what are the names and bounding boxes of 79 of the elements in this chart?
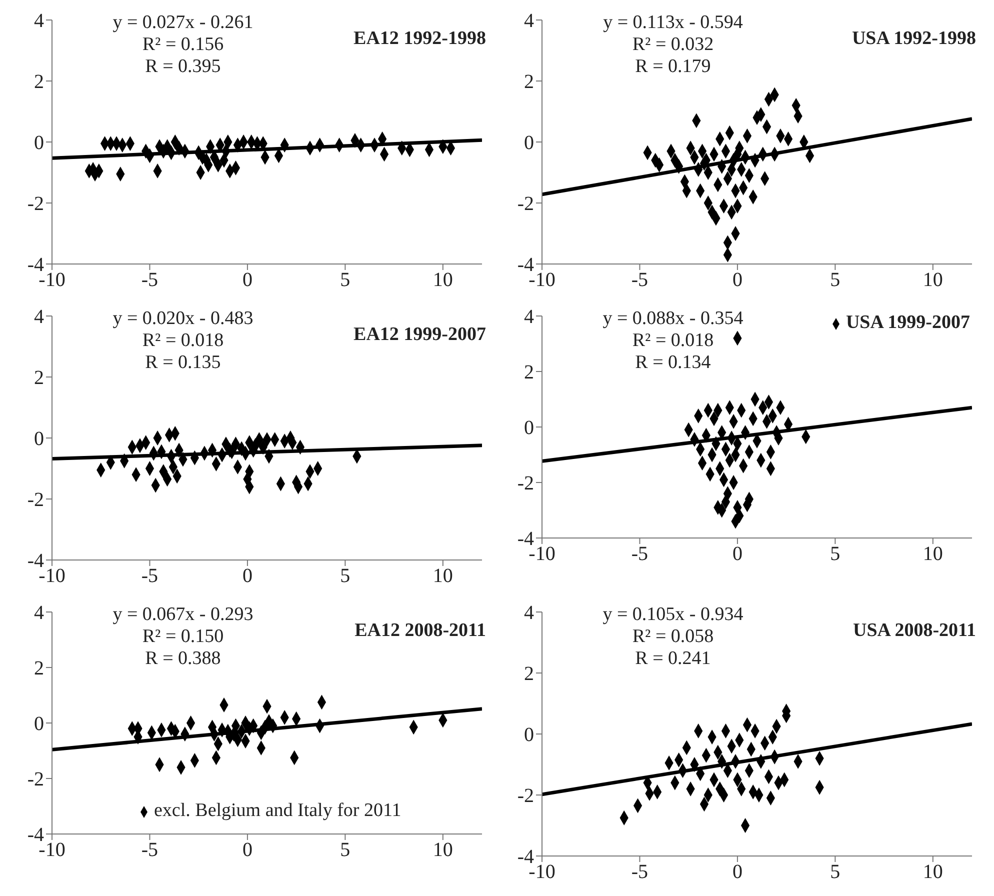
legend-label: excl. Belgium and Italy for 2011 — [154, 800, 402, 821]
x-tick-label: 10 — [432, 839, 453, 862]
y-tick-label: 4 — [34, 306, 44, 328]
x-tick-label: -5 — [631, 269, 648, 292]
x-tick-label: 5 — [340, 839, 350, 862]
y-tick-label: -2 — [27, 193, 44, 216]
y-tick-label: 2 — [34, 71, 44, 94]
y-tick-label: 2 — [524, 663, 534, 686]
y-tick-label: -4 — [27, 254, 44, 276]
x-tick-label: 5 — [830, 269, 840, 292]
annotation: y = 0.020x - 0.483 — [112, 308, 254, 330]
annotation: R = 0.135 — [144, 352, 222, 374]
y-tick-label: 2 — [34, 367, 44, 390]
x-tick-label: 5 — [340, 565, 350, 588]
y-tick-label: 0 — [34, 713, 44, 736]
y-tick-label: 4 — [34, 10, 44, 32]
chart-title: EA12 2008-2011 — [354, 620, 486, 642]
annotation: R² = 0.018 — [141, 330, 225, 352]
y-tick-label: -2 — [517, 785, 534, 808]
annotation: R = 0.241 — [634, 648, 712, 670]
y-tick-label: 0 — [524, 724, 534, 746]
y-tick-label: 2 — [34, 658, 44, 680]
chart-title: EA12 1999-2007 — [354, 324, 486, 346]
y-tick-label: 2 — [524, 71, 534, 94]
y-tick-label: -4 — [27, 824, 44, 846]
y-tick-label: 4 — [34, 602, 44, 624]
annotation: R = 0.134 — [634, 352, 712, 374]
annotation: R = 0.179 — [634, 56, 712, 78]
annotation: R² = 0.150 — [141, 626, 225, 648]
x-tick-label: 10 — [922, 269, 943, 292]
annotation: R = 0.395 — [144, 56, 222, 78]
y-tick-label: -4 — [517, 528, 534, 550]
x-tick-label: 0 — [242, 565, 252, 588]
x-tick-label: -5 — [141, 269, 158, 292]
x-tick-label: 5 — [340, 269, 350, 292]
x-tick-label: 10 — [432, 565, 453, 588]
x-tick-label: 10 — [432, 269, 453, 292]
y-tick-label: -2 — [517, 193, 534, 216]
y-tick-label: 4 — [524, 306, 534, 328]
x-tick-label: 0 — [732, 269, 742, 292]
annotation: R² = 0.032 — [631, 34, 715, 56]
y-tick-label: 4 — [524, 602, 534, 624]
annotation: R = 0.388 — [144, 648, 222, 670]
x-tick-label: 10 — [922, 543, 943, 566]
annotation: y = 0.027x - 0.261 — [112, 12, 254, 34]
y-tick-label: -4 — [27, 550, 44, 572]
x-tick-label: 5 — [830, 543, 840, 566]
chart-title: USA 1992-1998 — [852, 28, 976, 50]
y-tick-label: 0 — [34, 132, 44, 154]
annotation: R² = 0.018 — [631, 330, 715, 352]
x-tick-label: 0 — [242, 269, 252, 292]
annotation: y = 0.088x - 0.354 — [602, 308, 744, 330]
x-tick-label: 10 — [922, 861, 943, 884]
chart-title: EA12 1992-1998 — [354, 28, 486, 50]
x-tick-label: -5 — [141, 839, 158, 862]
y-tick-label: 2 — [524, 362, 534, 384]
annotation: y = 0.105x - 0.934 — [602, 604, 744, 626]
y-tick-label: -4 — [517, 846, 534, 868]
y-tick-label: -2 — [517, 472, 534, 495]
y-tick-label: 4 — [524, 10, 534, 32]
annotation: R² = 0.156 — [141, 34, 225, 56]
y-tick-label: 0 — [524, 417, 534, 440]
y-tick-label: 0 — [34, 428, 44, 450]
annotation: R² = 0.058 — [631, 626, 715, 648]
y-tick-label: -2 — [27, 489, 44, 512]
x-tick-label: -5 — [141, 565, 158, 588]
annotation: y = 0.113x - 0.594 — [602, 12, 744, 34]
y-tick-label: 0 — [524, 132, 534, 154]
x-tick-label: 0 — [732, 543, 742, 566]
x-tick-label: 5 — [830, 861, 840, 884]
annotation: y = 0.067x - 0.293 — [112, 604, 254, 626]
x-tick-label: -5 — [631, 543, 648, 566]
x-tick-label: 0 — [242, 839, 252, 862]
chart-title: USA 2008-2011 — [853, 620, 976, 642]
legend-label: USA 1999-2007 — [846, 312, 970, 333]
y-tick-label: -2 — [27, 768, 44, 791]
x-tick-label: -5 — [631, 861, 648, 884]
y-tick-label: -4 — [517, 254, 534, 276]
x-tick-label: 0 — [732, 861, 742, 884]
